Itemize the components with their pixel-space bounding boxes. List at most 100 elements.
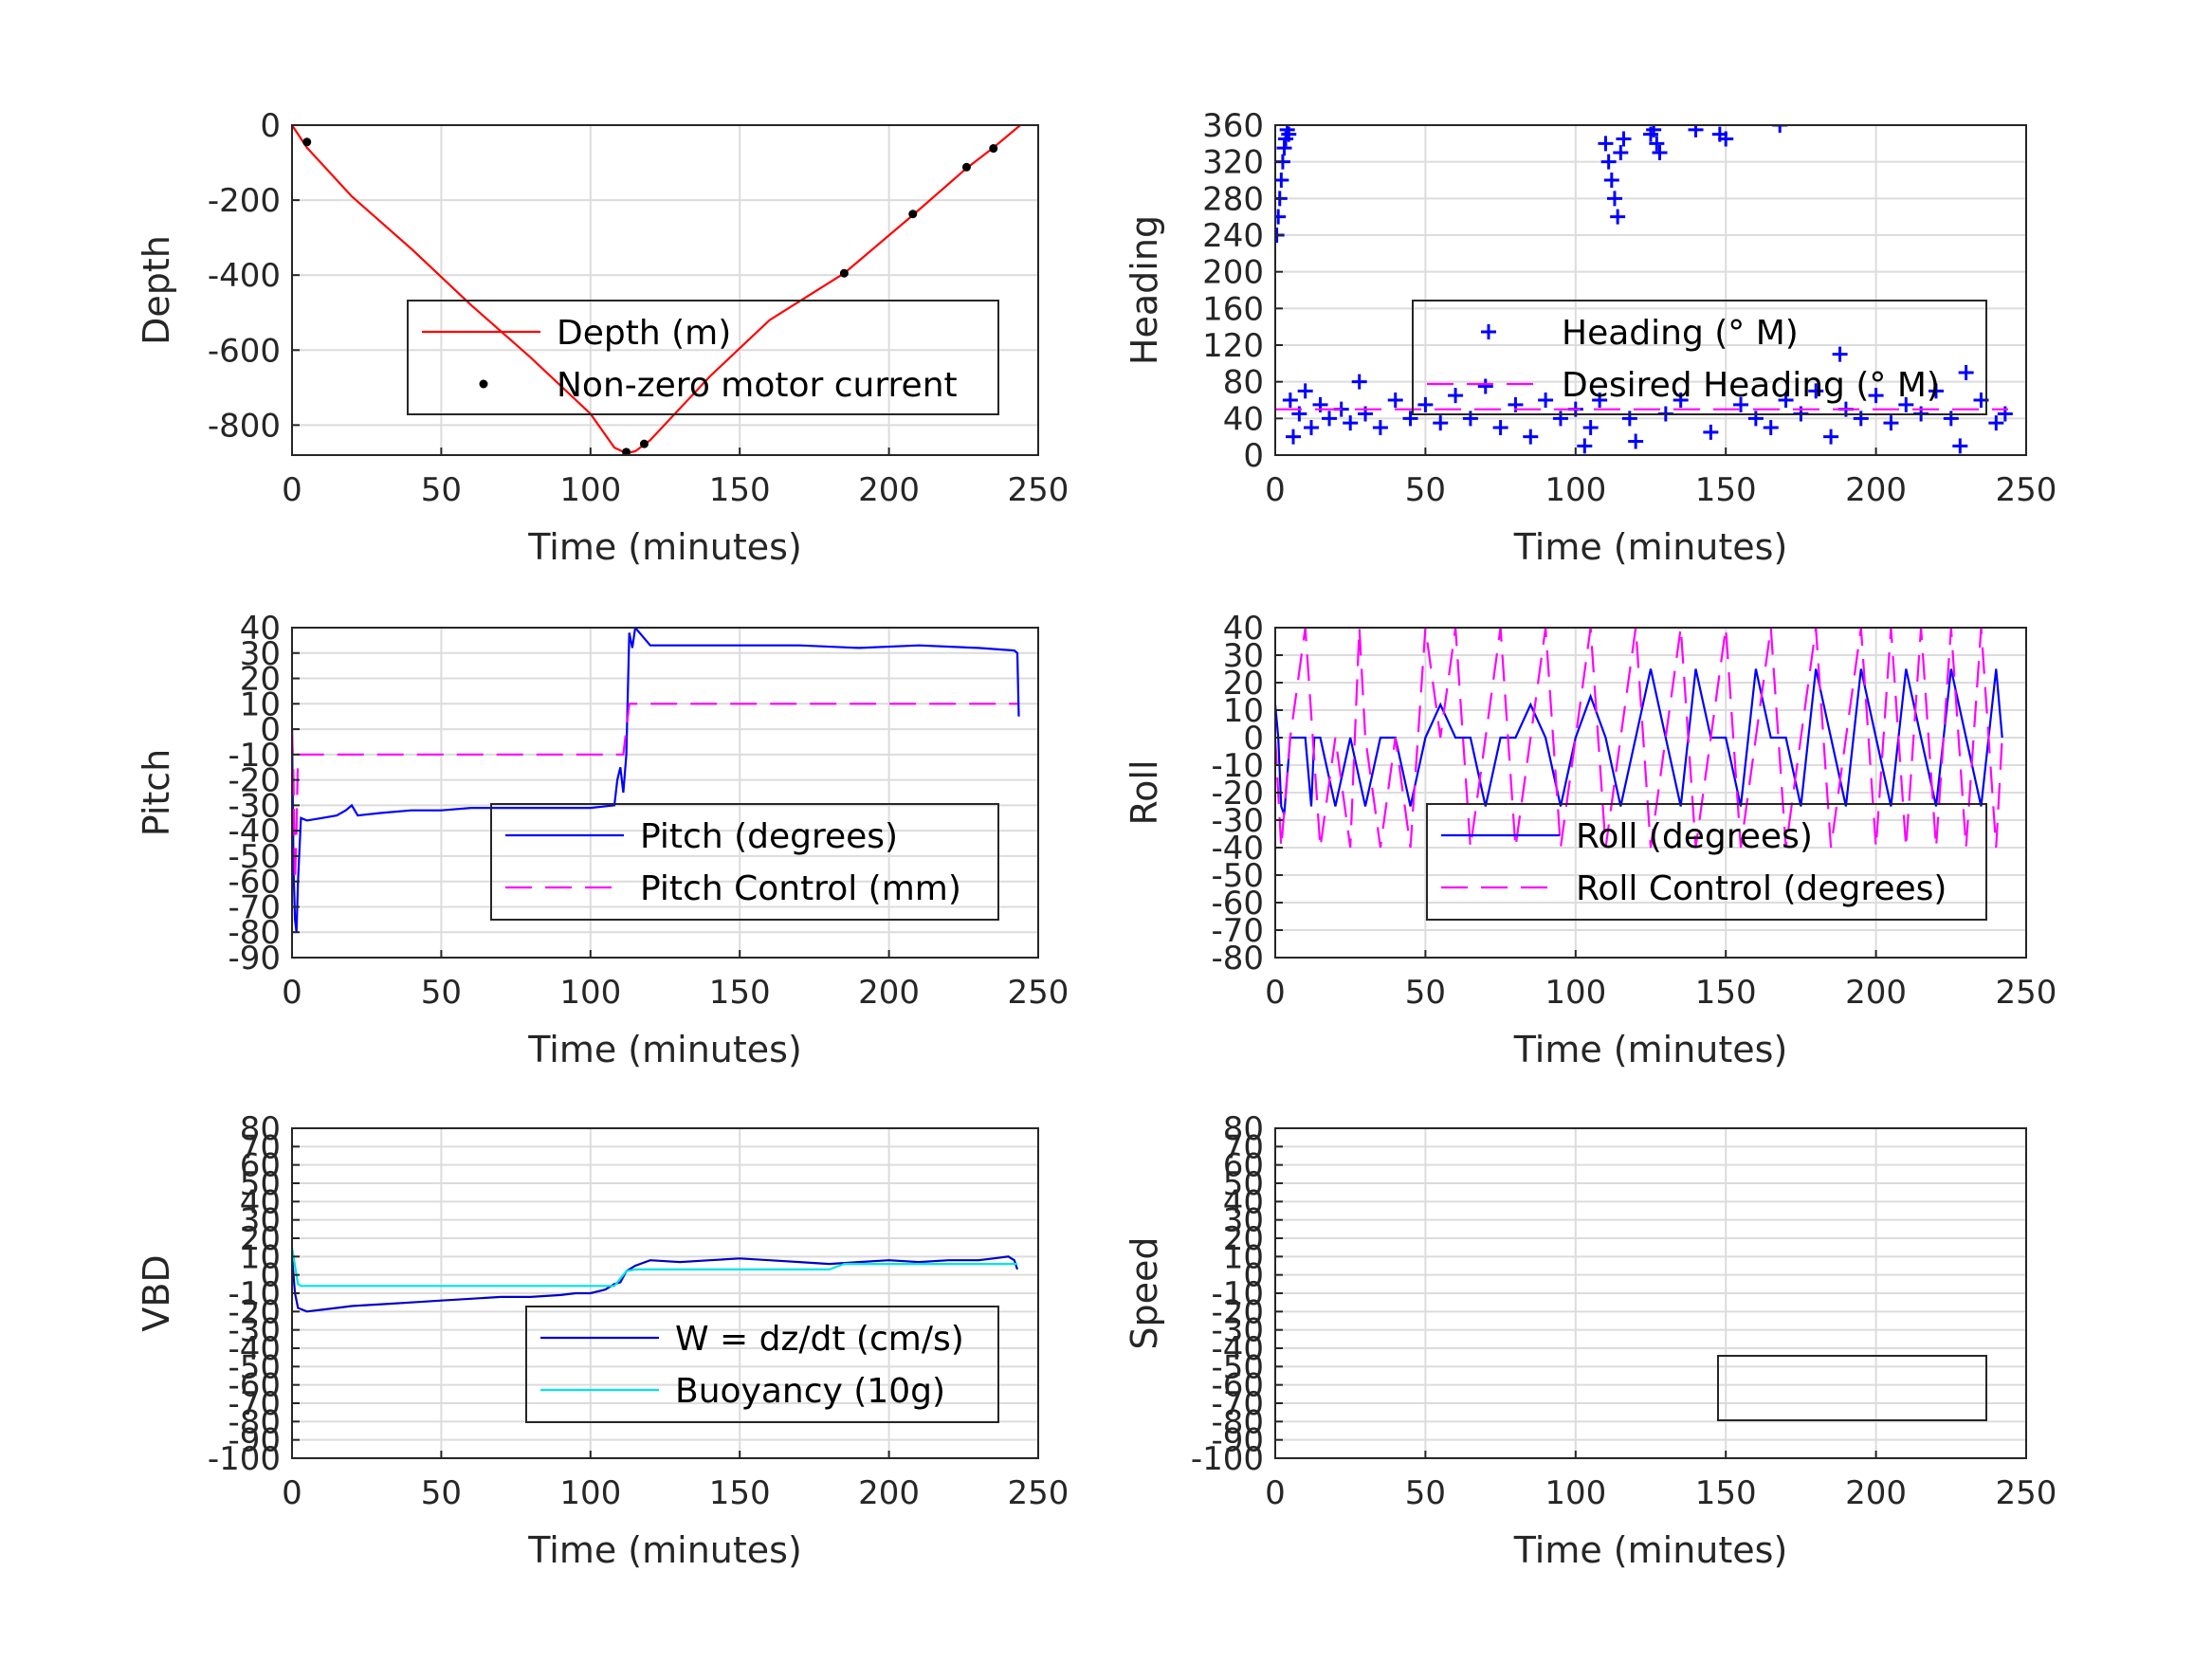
y-tick-label: -80	[228, 914, 281, 952]
legend-box	[1426, 803, 1987, 921]
y-tick-label: -60	[228, 864, 281, 902]
axes-box	[291, 627, 1039, 959]
y-tick-label: 0	[260, 711, 281, 749]
y-tick-label: -20	[1211, 1293, 1264, 1331]
y-tick-label: -70	[1211, 912, 1264, 950]
x-tick-label: 250	[1008, 974, 1069, 1012]
data-point	[1928, 383, 1944, 399]
data-point	[1958, 365, 1974, 380]
data-point	[622, 448, 631, 455]
panel-roll: 0 50 100 150 200 250-80-70-60-50-40-30-20-100…	[1124, 610, 2057, 1070]
data-point	[1351, 374, 1367, 390]
legend-box	[1717, 1355, 1987, 1421]
data-point	[1747, 411, 1764, 427]
data-point	[1282, 393, 1298, 408]
data-point	[1868, 388, 1884, 404]
y-tick-label: 280	[1202, 180, 1264, 218]
data-point	[1763, 420, 1779, 435]
y-axis-label: Speed	[1124, 1236, 1165, 1349]
data-point	[1628, 433, 1644, 449]
legend-label: Depth (m)	[557, 314, 731, 353]
y-tick-label: 200	[1202, 254, 1264, 292]
data-point	[1610, 209, 1626, 225]
y-tick-label: -50	[228, 1348, 281, 1386]
y-tick-label: 80	[1223, 364, 1264, 402]
y-tick-label: -30	[1211, 1312, 1264, 1350]
y-axis-label: Pitch	[136, 749, 177, 837]
y-tick-label: 20	[1223, 665, 1264, 703]
x-tick-label: 250	[1008, 471, 1069, 509]
y-tick-label: -80	[1211, 1403, 1264, 1441]
data-point	[839, 268, 849, 278]
legend-label: Roll Control (degrees)	[1576, 869, 1947, 908]
legend-label: W = dz/dt (cm/s)	[675, 1320, 964, 1359]
data-point	[908, 210, 918, 219]
data-point	[1733, 396, 1749, 412]
legend-swatch	[479, 379, 488, 389]
x-tick-label: 100	[559, 471, 621, 509]
data-point	[1613, 145, 1629, 160]
legend-box	[1412, 300, 1987, 415]
y-tick-label: 10	[240, 1238, 281, 1276]
y-tick-label: -600	[208, 332, 281, 370]
data-point	[1275, 209, 1287, 225]
y-tick-label: 60	[240, 1147, 281, 1185]
data-point	[1603, 173, 1619, 188]
data-point	[1616, 131, 1632, 147]
y-tick-label: 70	[240, 1128, 281, 1166]
x-tick-label: 200	[858, 974, 920, 1012]
x-tick-label: 200	[858, 471, 920, 509]
data-point	[1832, 346, 1848, 362]
data-point	[1297, 383, 1313, 399]
y-tick-label: -200	[208, 182, 281, 220]
y-tick-label: 320	[1202, 144, 1264, 182]
data-point	[1898, 396, 1914, 412]
data-point	[1621, 411, 1637, 427]
y-tick-label: 0	[1243, 1257, 1264, 1295]
y-tick-label: 240	[1202, 217, 1264, 255]
data-point	[1688, 125, 1704, 137]
y-tick-label: 70	[1223, 1128, 1264, 1166]
series-line-0	[292, 628, 1020, 933]
x-tick-label: 250	[1996, 974, 2057, 1012]
y-tick-label: 360	[1202, 107, 1264, 145]
x-tick-label: 0	[1265, 471, 1286, 509]
legend-label: Pitch (degrees)	[640, 817, 898, 856]
data-point	[1552, 411, 1568, 427]
data-point	[1718, 131, 1734, 147]
y-tick-label: -60	[228, 1367, 281, 1405]
y-tick-label: 40	[1223, 610, 1264, 648]
legend: Pitch (degrees) Pitch Control (mm)	[490, 803, 999, 921]
data-point	[1304, 420, 1320, 435]
y-tick-label: -10	[1211, 1275, 1264, 1313]
data-point	[1600, 154, 1617, 170]
y-tick-label: -90	[1211, 1422, 1264, 1460]
x-tick-label: 250	[1996, 471, 2057, 509]
y-tick-label: -70	[1211, 1385, 1264, 1423]
series-line-1	[1275, 628, 2003, 849]
data-point	[1853, 411, 1869, 427]
y-tick-label: 50	[1223, 1165, 1264, 1203]
x-axis-label: Time (minutes)	[527, 1029, 802, 1070]
data-point	[1652, 145, 1668, 160]
x-tick-label: 150	[709, 974, 771, 1012]
legend-box	[525, 1306, 999, 1423]
y-tick-label: -40	[1211, 1330, 1264, 1368]
y-tick-label: -40	[1211, 830, 1264, 868]
data-point	[1606, 191, 1622, 207]
data-point	[989, 144, 998, 154]
x-tick-label: 200	[1845, 471, 1907, 509]
y-tick-label: -70	[228, 888, 281, 926]
y-tick-label: 0	[260, 1257, 281, 1295]
x-tick-label: 250	[1008, 1474, 1069, 1512]
series-line-0	[292, 125, 1021, 455]
x-tick-label: 50	[421, 471, 462, 509]
data-point	[1492, 420, 1508, 435]
series-line-1	[292, 703, 1017, 882]
y-tick-label: -400	[208, 257, 281, 295]
x-tick-label: 0	[282, 974, 302, 1012]
plot-area	[292, 628, 1020, 933]
y-tick-label: -100	[1191, 1440, 1264, 1478]
panel-vbd: 0 50 100 150 200 250-100-90-80-70-60-50-40-30…	[136, 1110, 1069, 1571]
